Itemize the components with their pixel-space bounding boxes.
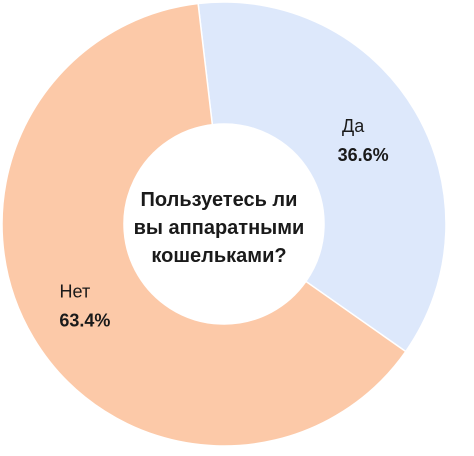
chart-title: Пользуетесь ли вы аппаратными кошельками…: [133, 189, 305, 267]
slice-label: Нет: [60, 282, 91, 302]
slice: [197, 1, 447, 353]
slice: [1, 2, 407, 447]
value-label: 63.4%: [59, 311, 110, 331]
slice-label: Да: [342, 116, 365, 136]
value-label: 36.6%: [338, 145, 389, 165]
